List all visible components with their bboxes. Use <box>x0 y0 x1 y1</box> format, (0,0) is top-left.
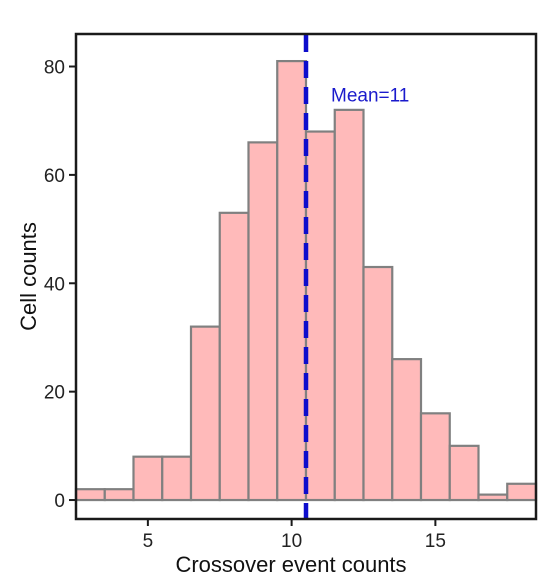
histogram-bar <box>362 265 394 502</box>
histogram-bar <box>391 358 423 502</box>
histogram-bar <box>419 412 451 502</box>
histogram-bar <box>103 488 135 502</box>
y-tick-label: 0 <box>54 491 65 512</box>
mean-annotation: Mean=11 <box>331 86 409 107</box>
histogram-bar <box>189 325 221 502</box>
histogram-bar <box>247 141 279 502</box>
y-tick-label: 20 <box>44 383 65 404</box>
histogram-bar <box>333 108 365 502</box>
y-tick-label: 80 <box>44 58 65 79</box>
histogram-bar <box>132 455 164 502</box>
plot-frame <box>74 32 538 521</box>
histogram-bar <box>161 455 193 502</box>
y-axis: 0 20 40 60 80 <box>44 58 76 512</box>
y-tick-label: 40 <box>44 274 65 295</box>
histogram-bars <box>74 59 538 502</box>
y-axis-title: Cell counts <box>16 222 41 331</box>
x-axis: 5 10 15 <box>143 519 446 552</box>
histogram-bar <box>448 444 480 502</box>
histogram-bar <box>477 493 509 502</box>
x-axis-title: Crossover event counts <box>175 552 406 577</box>
y-tick-label: 60 <box>44 166 65 187</box>
x-tick-label: 5 <box>143 531 154 552</box>
histogram-bar <box>74 488 106 502</box>
histogram-bar <box>276 59 308 502</box>
histogram-bar <box>506 482 538 502</box>
histogram-bar <box>218 211 250 502</box>
histogram-bar <box>304 130 336 502</box>
x-tick-label: 10 <box>281 531 302 552</box>
x-tick-label: 15 <box>425 531 446 552</box>
